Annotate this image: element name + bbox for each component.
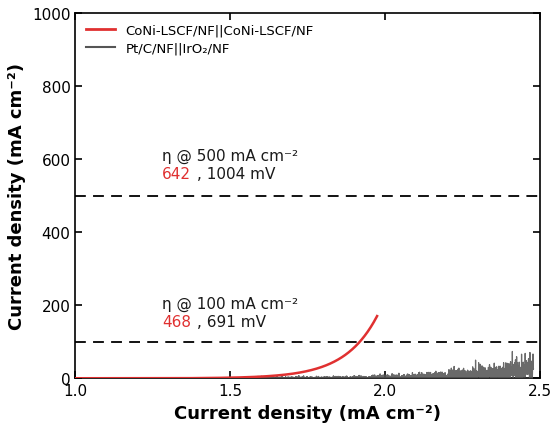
Legend: CoNi-LSCF/NF||CoNi-LSCF/NF, Pt/C/NF||IrO₂/NF: CoNi-LSCF/NF||CoNi-LSCF/NF, Pt/C/NF||IrO… bbox=[82, 21, 318, 59]
Text: , 691 mV: , 691 mV bbox=[197, 314, 265, 329]
X-axis label: Current density (mA cm⁻²): Current density (mA cm⁻²) bbox=[174, 404, 441, 422]
Text: 468: 468 bbox=[162, 314, 191, 329]
Text: 642: 642 bbox=[162, 167, 191, 182]
Y-axis label: Current density (mA cm⁻²): Current density (mA cm⁻²) bbox=[8, 63, 26, 329]
Text: η @ 500 mA cm⁻²: η @ 500 mA cm⁻² bbox=[162, 148, 298, 163]
Text: , 1004 mV: , 1004 mV bbox=[197, 167, 275, 182]
Text: η @ 100 mA cm⁻²: η @ 100 mA cm⁻² bbox=[162, 296, 298, 311]
